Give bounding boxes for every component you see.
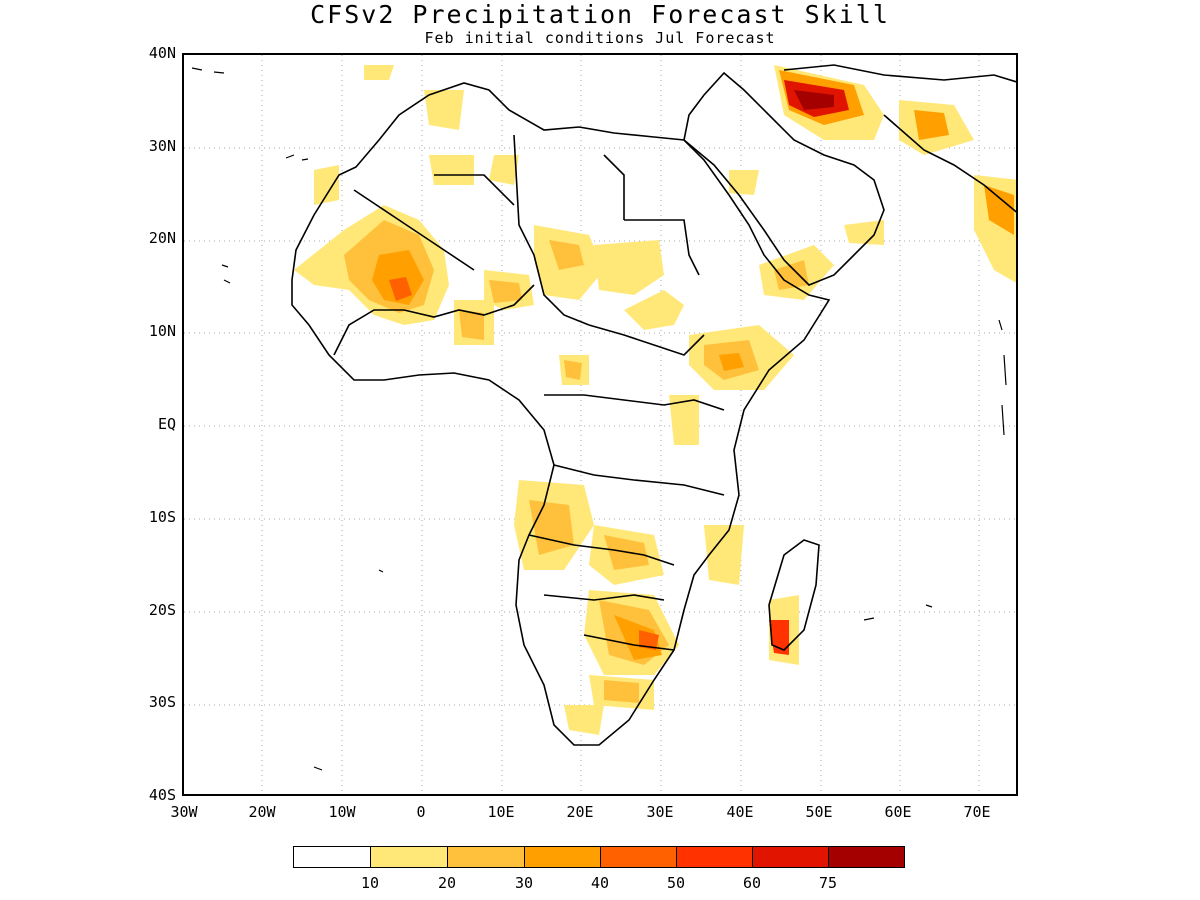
map-subtitle: Feb initial conditions Jul Forecast: [424, 29, 776, 47]
colorbar-cell: [676, 846, 754, 868]
africa-skill-map: [184, 55, 1016, 794]
map-title: CFSv2 Precipitation Forecast Skill: [310, 0, 890, 29]
lon-label-0: 0: [416, 803, 426, 821]
coastlines: [291, 64, 1016, 746]
lon-label-60e: 60E: [884, 803, 912, 821]
lat-label-40n: 40N: [148, 44, 176, 62]
colorbar-cell: [828, 846, 905, 868]
lat-label-eq: EQ: [157, 415, 176, 433]
colorbar-tick-label: 60: [742, 874, 762, 892]
lon-label-70e: 70E: [963, 803, 991, 821]
colorbar-tick-label: 40: [590, 874, 610, 892]
colorbar-tick-label: 20: [437, 874, 457, 892]
lon-label-30e: 30E: [646, 803, 674, 821]
lat-label-10n: 10N: [148, 322, 176, 340]
lon-label-50e: 50E: [805, 803, 833, 821]
colorbar-cell: [447, 846, 525, 868]
lat-label-10s: 10S: [148, 508, 176, 526]
colorbar-cell: [752, 846, 830, 868]
map-panel: [182, 53, 1018, 796]
lon-label-20e: 20E: [566, 803, 594, 821]
islands: [191, 67, 1007, 771]
colorbar-cell: [293, 846, 371, 868]
colorbar-tick-label: 10: [360, 874, 380, 892]
skill-shading: [294, 65, 1016, 735]
lat-label-20s: 20S: [148, 601, 176, 619]
lon-label-10e: 10E: [487, 803, 515, 821]
colorbar-tick-label: 50: [666, 874, 686, 892]
lon-label-30w: 30W: [170, 803, 198, 821]
lat-label-20n: 20N: [148, 229, 176, 247]
colorbar-cell: [524, 846, 602, 868]
colorbar-cell: [600, 846, 678, 868]
lon-label-40e: 40E: [726, 803, 754, 821]
colorbar-cell: [370, 846, 448, 868]
lat-label-40s: 40S: [148, 786, 176, 804]
lon-label-20w: 20W: [248, 803, 276, 821]
lat-label-30n: 30N: [148, 137, 176, 155]
lon-label-10w: 10W: [328, 803, 356, 821]
colorbar: [293, 846, 905, 870]
lat-label-30s: 30S: [148, 693, 176, 711]
colorbar-tick-label: 75: [818, 874, 838, 892]
colorbar-tick-label: 30: [514, 874, 534, 892]
